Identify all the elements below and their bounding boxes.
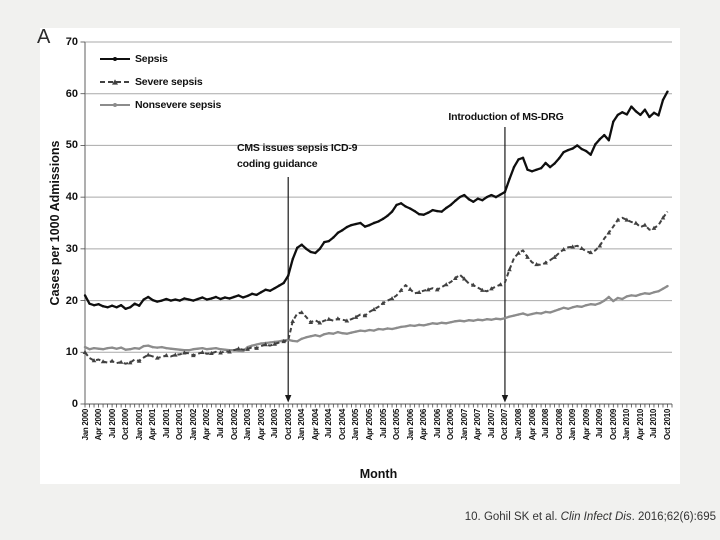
legend-label: Nonsevere sepsis <box>135 98 222 111</box>
citation-prefix: 10. Gohil SK et al. <box>464 511 561 523</box>
legend-line-sample <box>100 78 130 85</box>
citation-suffix: . 2016;62(6):695 <box>631 511 716 523</box>
x-tick-label: Oct 2003 <box>283 409 293 440</box>
x-tick-label: Oct 2009 <box>608 409 618 440</box>
x-tick-label: Jan 2005 <box>351 409 361 441</box>
y-tick-label: 40 <box>65 191 78 204</box>
x-tick-label: Jan 2009 <box>568 409 578 441</box>
x-tick-label: Oct 2002 <box>229 409 239 440</box>
y-tick-label: 60 <box>65 87 78 100</box>
legend-item-nonsevere-sepsis: Nonsevere sepsis <box>99 93 221 116</box>
legend-item-sepsis: Sepsis <box>99 47 221 70</box>
y-tick-label: 30 <box>65 242 78 255</box>
x-tick-label: Jan 2007 <box>459 409 469 441</box>
x-tick-label: Jan 2010 <box>622 409 632 441</box>
x-tick-label: Oct 2004 <box>337 409 347 440</box>
x-tick-label: Jul 2001 <box>161 409 171 439</box>
x-tick-label: Jan 2008 <box>513 409 523 441</box>
x-tick-label: Jan 2001 <box>134 409 144 441</box>
x-tick-label: Apr 2010 <box>635 409 645 441</box>
x-tick-label: Oct 2007 <box>500 409 510 440</box>
x-tick-label: Oct 2006 <box>446 409 456 440</box>
x-tick-label: Apr 2001 <box>148 409 158 441</box>
x-tick-label: Oct 2005 <box>392 409 402 440</box>
x-tick-label: Jan 2006 <box>405 409 415 441</box>
x-tick-label: Jul 2007 <box>486 409 496 439</box>
x-tick-label: Jul 2009 <box>595 409 605 439</box>
x-tick-label: Apr 2009 <box>581 409 591 441</box>
citation: 10. Gohil SK et al. Clin Infect Dis. 201… <box>465 511 716 523</box>
x-tick-label: Oct 2008 <box>554 409 564 440</box>
y-tick-label: 70 <box>65 36 78 48</box>
x-tick-label: Jan 2004 <box>297 409 307 441</box>
y-tick-label: 0 <box>71 398 78 410</box>
x-tick-label: Jul 2004 <box>324 409 334 439</box>
x-tick-label: Apr 2000 <box>94 409 104 441</box>
panel-label: A <box>37 26 51 48</box>
x-axis-title: Month <box>359 467 398 481</box>
x-tick-label: Apr 2003 <box>256 409 266 441</box>
x-tick-label: Oct 2001 <box>175 409 185 440</box>
x-tick-label: Apr 2007 <box>473 409 483 441</box>
annotation-label: CMS issues sepsis ICD-9 coding guidance <box>237 142 358 170</box>
x-tick-label: Jan 2003 <box>243 409 253 441</box>
legend-label: Sepsis <box>135 52 168 65</box>
x-tick-label: Jul 2002 <box>215 409 225 439</box>
annotation-label: Introduction of MS-DRG <box>448 111 564 123</box>
x-tick-label: Apr 2004 <box>310 409 320 441</box>
x-tick-label: Jul 2005 <box>378 409 388 439</box>
chart-legend: Sepsis Severe sepsis Nonsevere sepsis <box>99 47 221 116</box>
x-tick-label: Apr 2002 <box>202 409 212 441</box>
citation-journal: Clin Infect Dis <box>560 511 632 523</box>
y-tick-label: 10 <box>65 346 78 359</box>
x-tick-label: Jul 2008 <box>541 409 551 439</box>
y-tick-label: 50 <box>65 139 78 152</box>
x-tick-label: Apr 2005 <box>364 409 374 441</box>
legend-item-severe-sepsis: Severe sepsis <box>99 70 221 93</box>
x-tick-label: Jul 2010 <box>649 409 659 439</box>
x-tick-label: Apr 2008 <box>527 409 537 441</box>
legend-line-sample <box>100 56 130 61</box>
x-tick-label: Jul 2003 <box>270 409 280 439</box>
x-tick-label: Apr 2006 <box>419 409 429 441</box>
legend-line-sample <box>100 102 130 107</box>
x-tick-label: Jan 2000 <box>80 409 90 441</box>
x-tick-label: Jul 2006 <box>432 409 442 439</box>
x-tick-label: Oct 2010 <box>663 409 672 440</box>
chart-panel <box>40 28 680 484</box>
x-tick-label: Jul 2000 <box>107 409 117 439</box>
y-axis-title: Cases per 1000 Admissions <box>48 140 62 306</box>
x-tick-label: Oct 2000 <box>121 409 131 440</box>
y-tick-label: 20 <box>65 294 78 307</box>
legend-label: Severe sepsis <box>135 75 203 88</box>
x-tick-label: Jan 2002 <box>188 409 198 441</box>
